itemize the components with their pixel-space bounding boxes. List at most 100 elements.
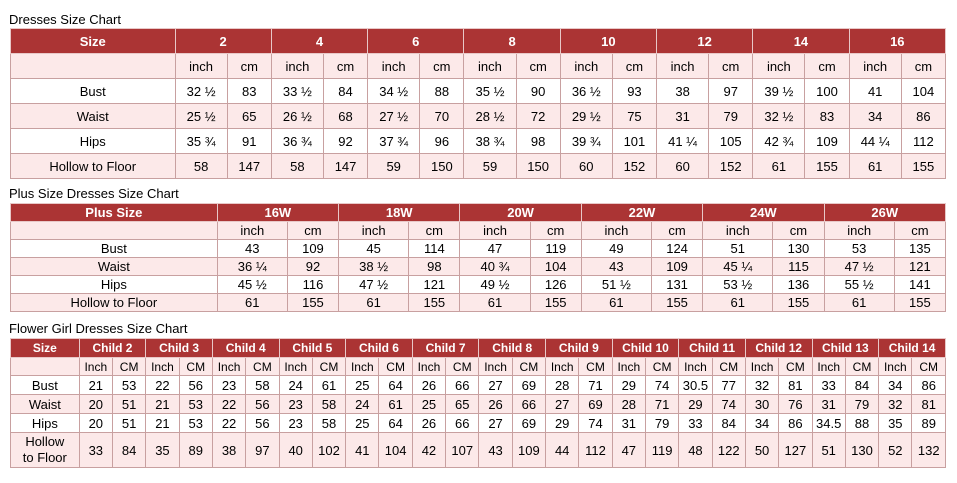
- measurement-value: 104: [900, 78, 947, 104]
- measurement-value: 60: [655, 153, 710, 179]
- plus-size-table: Plus Size 16W 18W 20W 22W 24W 26W inch cm inch cm i…: [10, 203, 947, 312]
- measurement-value: 104: [378, 432, 413, 468]
- measurement-value: 26: [411, 413, 447, 433]
- unit-cm: cm: [286, 221, 340, 240]
- measurement-value: 105: [708, 128, 754, 154]
- measurement-label-line: to Floor: [22, 450, 67, 465]
- size-column-header: 26W: [823, 203, 947, 222]
- measurement-value: 40 ¾: [459, 257, 531, 276]
- measurement-value: 112: [578, 432, 613, 468]
- unit-cm: CM: [511, 357, 547, 376]
- measurement-value: 61: [848, 153, 902, 179]
- measurement-value: 72: [515, 103, 561, 129]
- measurement-value: 88: [844, 413, 880, 433]
- measurement-value: 152: [611, 153, 658, 179]
- measurement-value: 48: [678, 432, 713, 468]
- measurement-value: 28: [611, 394, 646, 414]
- measurement-value: 150: [419, 153, 465, 179]
- unit-inch: Inch: [345, 357, 380, 376]
- unit-cm: CM: [445, 357, 480, 376]
- measurement-value: 23: [278, 413, 313, 433]
- unit-cm: cm: [515, 53, 561, 79]
- measurement-value: 61: [580, 293, 653, 312]
- measurement-value: 58: [311, 413, 347, 433]
- measurement-value: 88: [419, 78, 465, 104]
- measurement-value: 112: [900, 128, 947, 154]
- measurement-value: 84: [711, 413, 746, 433]
- measurement-label: Hips: [10, 413, 80, 433]
- measurement-value: 121: [893, 257, 947, 276]
- measurement-value: 27: [545, 394, 580, 414]
- measurement-value: 25: [345, 413, 380, 433]
- measurement-value: 31: [655, 103, 710, 129]
- measurement-value: 147: [226, 153, 272, 179]
- unit-cm: CM: [844, 357, 880, 376]
- measurement-value: 132: [911, 432, 946, 468]
- unit-inch: inch: [216, 221, 288, 240]
- unit-cm: cm: [408, 221, 461, 240]
- measurement-value: 155: [650, 293, 704, 312]
- measurement-row: Hollow to Floor 61 155 61 155 61 155 61 155 61 155…: [10, 293, 947, 312]
- size-column-header: 22W: [580, 203, 704, 222]
- measurement-value: 61: [823, 293, 895, 312]
- measurement-value: 109: [511, 432, 547, 468]
- measurement-value: 30.5: [678, 375, 713, 395]
- measurement-value: 52: [878, 432, 913, 468]
- size-column-header: 14: [752, 28, 850, 54]
- measurement-row: Hips 20 51 21 53 22 56 23 58 25 64 26 66 27 69 29 74 31 79…: [10, 413, 946, 433]
- measurement-value: 35: [145, 432, 180, 468]
- measurement-value: 61: [378, 394, 413, 414]
- size-column-header: Child 5: [278, 338, 347, 358]
- measurement-value: 97: [245, 432, 280, 468]
- measurement-value: 89: [911, 413, 946, 433]
- unit-cm: cm: [611, 53, 658, 79]
- size-column-header: 20W: [459, 203, 582, 222]
- measurement-value: 155: [900, 153, 947, 179]
- measurement-value: 33 ½: [270, 78, 324, 104]
- measurement-row: Waist 36 ¼ 92 38 ½ 98 40 ¾ 104 43 109 45 ¼ 115 47 ½…: [10, 257, 947, 276]
- unit-cm: cm: [529, 221, 582, 240]
- measurement-value: 61: [311, 375, 347, 395]
- plus-size-chart-title: Plus Size Dresses Size Chart: [9, 186, 179, 201]
- size-column-header: Child 2: [78, 338, 147, 358]
- measurement-value: 43: [216, 239, 288, 258]
- measurement-value: 50: [744, 432, 780, 468]
- measurement-value: 65: [226, 103, 272, 129]
- measurement-value: 29: [678, 394, 713, 414]
- measurement-value: 84: [111, 432, 147, 468]
- measurement-value: 34 ½: [367, 78, 421, 104]
- measurement-value: 47 ½: [338, 275, 410, 294]
- measurement-value: 100: [804, 78, 850, 104]
- measurement-value: 135: [893, 239, 947, 258]
- unit-inch: inch: [270, 53, 324, 79]
- unit-cm: cm: [419, 53, 465, 79]
- size-column-header: 8: [463, 28, 561, 54]
- measurement-value: 22: [211, 413, 247, 433]
- measurement-value: 90: [515, 78, 561, 104]
- measurement-row: Hollow to Floor 58 147 58 147 59 150 59 150 60 152…: [10, 153, 947, 179]
- measurement-value: 26: [478, 394, 513, 414]
- measurement-value: 56: [178, 375, 213, 395]
- size-column-header: 12: [655, 28, 754, 54]
- measurement-value: 150: [515, 153, 561, 179]
- size-column-header: Child 6: [345, 338, 413, 358]
- measurement-value: 121: [408, 275, 461, 294]
- measurement-value: 92: [322, 128, 369, 154]
- measurement-value: 51: [111, 413, 147, 433]
- measurement-value: 35 ¾: [174, 128, 228, 154]
- measurement-label: Waist: [10, 257, 218, 276]
- measurement-value: 23: [211, 375, 247, 395]
- measurement-value: 81: [911, 394, 946, 414]
- measurement-value: 127: [778, 432, 813, 468]
- measurement-value: 84: [844, 375, 880, 395]
- measurement-value: 56: [245, 394, 280, 414]
- unit-cm: CM: [644, 357, 680, 376]
- unit-inch: Inch: [478, 357, 513, 376]
- measurement-value: 53: [111, 375, 147, 395]
- size-column-header: 4: [270, 28, 369, 54]
- measurement-value: 71: [644, 394, 680, 414]
- measurement-value: 24: [278, 375, 313, 395]
- measurement-value: 126: [529, 275, 582, 294]
